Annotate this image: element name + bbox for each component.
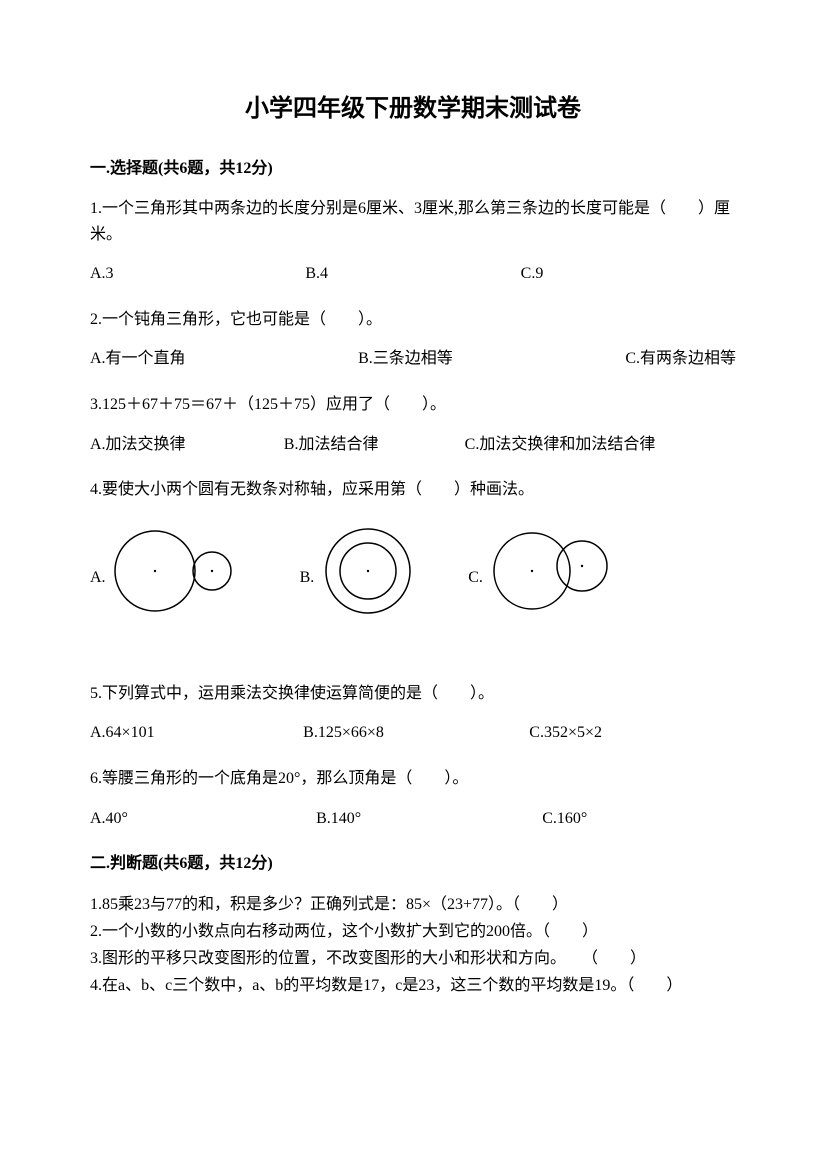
- q4-label-a: A.: [90, 565, 106, 621]
- question-5: 5.下列算式中，运用乘法交换律使运算简便的是（ ）。 A.64×101 B.12…: [90, 681, 736, 746]
- q2-options: A.有一个直角 B.三条边相等 C.有两条边相等: [90, 346, 736, 372]
- q5-options: A.64×101 B.125×66×8 C.352×5×2: [90, 720, 736, 746]
- section-1-header: 一.选择题(共6题，共12分): [90, 156, 736, 182]
- q6-option-b: B.140°: [316, 806, 542, 832]
- q3-text: 3.125＋67＋75＝67＋（125＋75）应用了（ ）。: [90, 392, 736, 418]
- q4-label-c: C.: [468, 565, 483, 621]
- q4-option-b: B.: [300, 521, 419, 621]
- q6-text: 6.等腰三角形的一个底角是20°，那么顶角是（ ）。: [90, 766, 736, 792]
- q5-option-c: C.352×5×2: [529, 720, 736, 746]
- q4-option-c: C.: [468, 521, 617, 621]
- q3-option-b: B.加法结合律: [284, 432, 465, 458]
- judge-q1: 1.85乘23与77的和，积是多少？正确列式是：85×（23+77）。（ ）: [90, 891, 736, 918]
- q1-option-b: B.4: [305, 261, 520, 287]
- judge-section: 1.85乘23与77的和，积是多少？正确列式是：85×（23+77）。（ ） 2…: [90, 891, 736, 1000]
- q3-option-c: C.加法交换律和加法结合律: [465, 432, 736, 458]
- q2-text: 2.一个钝角三角形，它也可能是（ ）。: [90, 307, 736, 333]
- q1-text: 1.一个三角形其中两条边的长度分别是6厘米、3厘米,那么第三条边的长度可能是（ …: [90, 196, 736, 247]
- question-3: 3.125＋67＋75＝67＋（125＋75）应用了（ ）。 A.加法交换律 B…: [90, 392, 736, 457]
- question-1: 1.一个三角形其中两条边的长度分别是6厘米、3厘米,那么第三条边的长度可能是（ …: [90, 196, 736, 287]
- circles-b-icon: [318, 521, 418, 621]
- q1-options: A.3 B.4 C.9: [90, 261, 736, 287]
- q3-option-a: A.加法交换律: [90, 432, 284, 458]
- q4-text: 4.要使大小两个圆有无数条对称轴，应采用第（ ）种画法。: [90, 477, 736, 503]
- circles-a-icon: [110, 521, 250, 621]
- q6-option-a: A.40°: [90, 806, 316, 832]
- page-title: 小学四年级下册数学期末测试卷: [90, 90, 736, 128]
- circles-c-icon: [487, 521, 617, 621]
- q2-option-a: A.有一个直角: [90, 346, 186, 372]
- q4-options: A. B. C.: [90, 521, 736, 621]
- q6-options: A.40° B.140° C.160°: [90, 806, 736, 832]
- q6-option-c: C.160°: [542, 806, 736, 832]
- q4-label-b: B.: [300, 565, 315, 621]
- q4-option-a: A.: [90, 521, 250, 621]
- judge-q2: 2.一个小数的小数点向右移动两位，这个小数扩大到它的200倍。（ ）: [90, 918, 736, 945]
- judge-q4: 4.在a、b、c三个数中，a、b的平均数是17，c是23，这三个数的平均数是19…: [90, 972, 736, 999]
- section-2-header: 二.判断题(共6题，共12分): [90, 851, 736, 877]
- question-6: 6.等腰三角形的一个底角是20°，那么顶角是（ ）。 A.40° B.140° …: [90, 766, 736, 831]
- question-4: 4.要使大小两个圆有无数条对称轴，应采用第（ ）种画法。 A. B. C.: [90, 477, 736, 621]
- q5-option-a: A.64×101: [90, 720, 303, 746]
- judge-q3: 3.图形的平移只改变图形的位置，不改变图形的大小和形状和方向。 （ ）: [90, 945, 736, 972]
- question-2: 2.一个钝角三角形，它也可能是（ ）。 A.有一个直角 B.三条边相等 C.有两…: [90, 307, 736, 372]
- q2-option-b: B.三条边相等: [358, 346, 453, 372]
- q5-text: 5.下列算式中，运用乘法交换律使运算简便的是（ ）。: [90, 681, 736, 707]
- q3-options: A.加法交换律 B.加法结合律 C.加法交换律和加法结合律: [90, 432, 736, 458]
- q5-option-b: B.125×66×8: [303, 720, 529, 746]
- q1-option-c: C.9: [521, 261, 736, 287]
- q2-option-c: C.有两条边相等: [625, 346, 736, 372]
- q1-option-a: A.3: [90, 261, 305, 287]
